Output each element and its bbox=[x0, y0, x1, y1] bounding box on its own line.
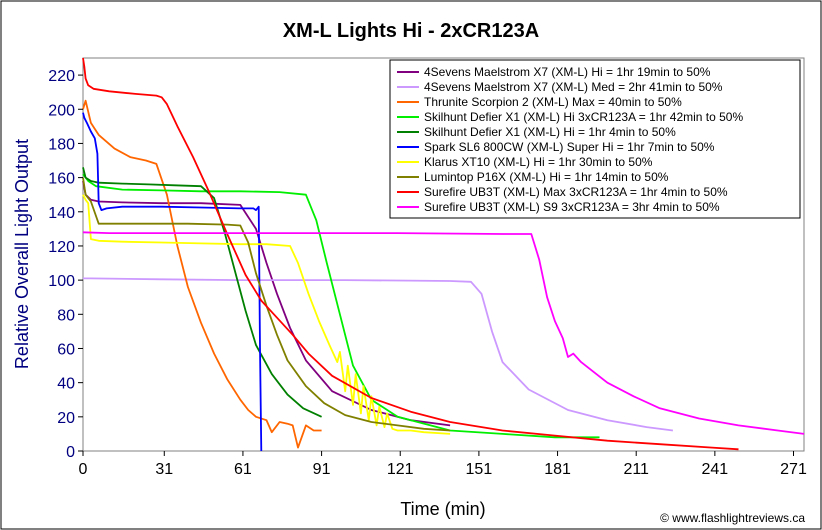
y-tick-label: 0 bbox=[66, 444, 75, 461]
legend-label-7: Klarus XT10 (XM-L) Hi = 1hr 30min to 50% bbox=[424, 155, 653, 169]
x-tick-label: 31 bbox=[155, 461, 173, 478]
credit-text: © www.flashlightreviews.ca bbox=[660, 511, 805, 525]
y-tick-label: 160 bbox=[48, 171, 75, 188]
y-tick-label: 80 bbox=[57, 307, 75, 324]
x-tick-label: 181 bbox=[544, 461, 571, 478]
x-axis-ticks: 0 31 61 91 121 151 181 211 241 271 bbox=[79, 451, 807, 478]
series-line-9 bbox=[82, 57, 739, 451]
x-tick-label: 61 bbox=[234, 461, 252, 478]
series-line-7 bbox=[82, 194, 451, 435]
legend-label-10: Surefire UB3T (XM-L) S9 3xCR123A = 3hr 4… bbox=[424, 200, 720, 214]
x-tick-label: 211 bbox=[623, 461, 649, 478]
series-line-2 bbox=[83, 277, 674, 432]
series-line-5 bbox=[82, 167, 322, 418]
y-tick-label: 100 bbox=[48, 273, 75, 290]
x-tick-label: 271 bbox=[780, 461, 807, 478]
legend: 4Sevens Maelstrom X7 (XM-L) Hi = 1hr 19m… bbox=[389, 59, 801, 219]
y-axis-ticks: 0 20 40 60 80 100 120 140 160 180 200 220 bbox=[48, 68, 83, 461]
legend-box bbox=[389, 59, 801, 219]
series-line-1 bbox=[82, 180, 451, 427]
legend-label-9: Surefire UB3T (XM-L) Max 3xCR123A = 1hr … bbox=[424, 185, 728, 199]
series-line-6 bbox=[82, 112, 263, 452]
x-tick-label: 151 bbox=[466, 461, 493, 478]
series-line-3 bbox=[82, 99, 322, 449]
x-tick-label: 241 bbox=[702, 461, 729, 478]
x-tick-label: 0 bbox=[79, 461, 88, 478]
y-tick-label: 120 bbox=[48, 239, 75, 256]
x-tick-label: 91 bbox=[313, 461, 331, 478]
y-tick-label: 140 bbox=[48, 205, 75, 222]
legend-label-1: 4Sevens Maelstrom X7 (XM-L) Hi = 1hr 19m… bbox=[424, 65, 711, 79]
y-tick-label: 40 bbox=[57, 376, 75, 393]
legend-label-8: Lumintop P16X (XM-L) Hi = 1hr 14min to 5… bbox=[424, 170, 669, 184]
chart-title: XM-L Lights Hi - 2xCR123A bbox=[283, 20, 539, 42]
legend-label-6: Spark SL6 800CW (XM-L) Super Hi = 1hr 7m… bbox=[424, 140, 715, 154]
y-tick-label: 200 bbox=[48, 102, 75, 119]
legend-label-2: 4Sevens Maelstrom X7 (XM-L) Med = 2hr 41… bbox=[424, 80, 723, 94]
y-axis-label: Relative Overall Light Output bbox=[12, 139, 32, 369]
y-tick-label: 180 bbox=[48, 136, 75, 153]
y-tick-label: 20 bbox=[57, 410, 75, 427]
legend-label-5: Skilhunt Defier X1 (XM-L) Hi = 1hr 4min … bbox=[424, 125, 676, 139]
x-axis-label: Time (min) bbox=[400, 499, 485, 519]
y-tick-label: 220 bbox=[48, 68, 75, 85]
series-group bbox=[82, 57, 805, 452]
legend-label-3: Thrunite Scorpion 2 (XM-L) Max = 40min t… bbox=[424, 95, 682, 109]
y-tick-label: 60 bbox=[57, 341, 75, 358]
legend-label-4: Skilhunt Defier X1 (XM-L) Hi 3xCR123A = … bbox=[424, 110, 743, 124]
series-line-10 bbox=[82, 231, 805, 435]
x-tick-label: 121 bbox=[387, 461, 414, 478]
series-line-8 bbox=[82, 177, 451, 432]
